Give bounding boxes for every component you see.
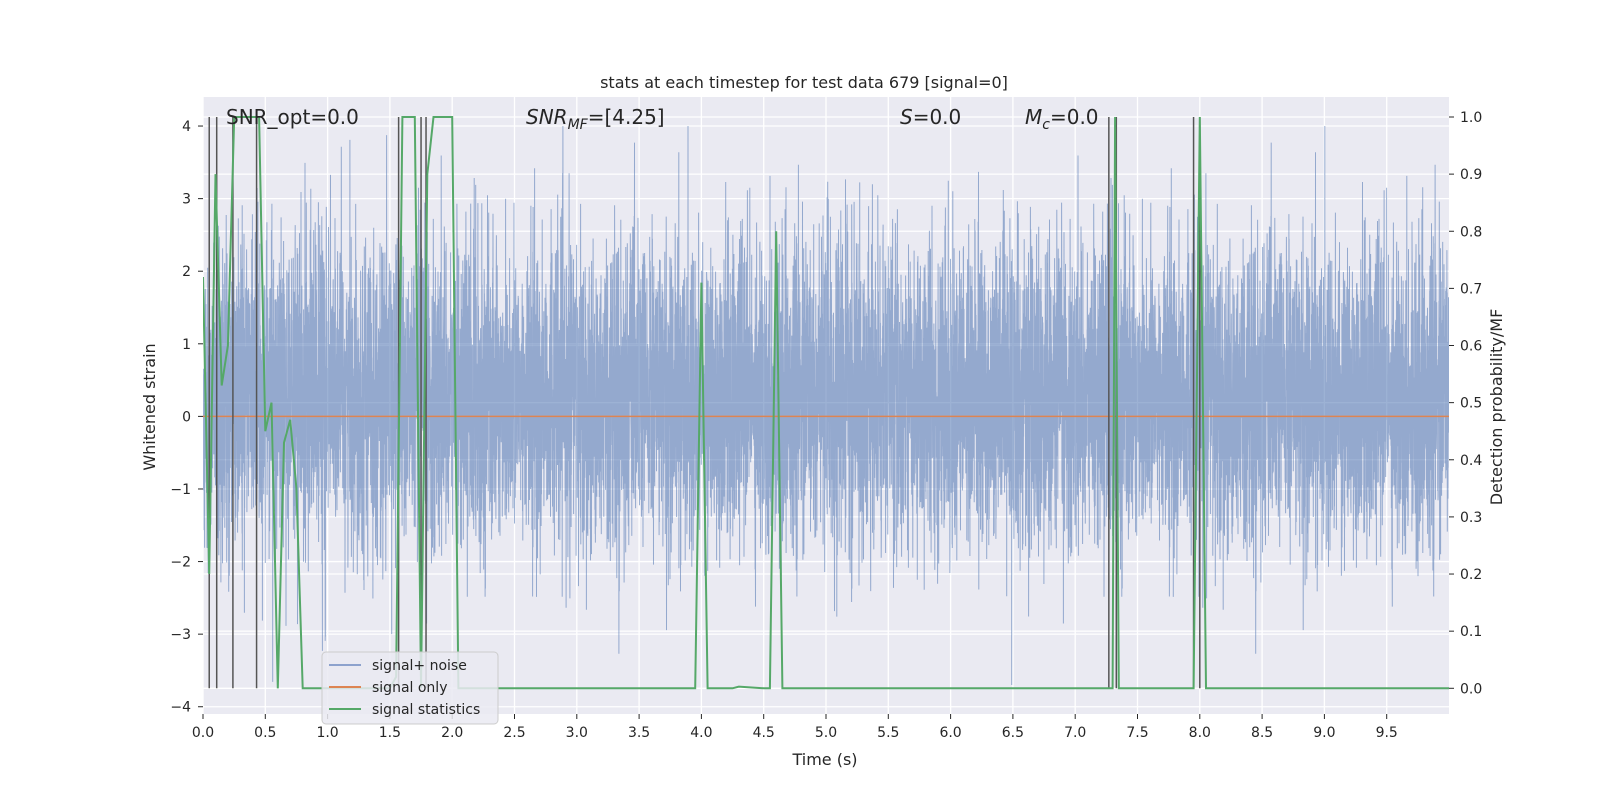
annotation-snr-mf-sub: MF <box>568 117 589 133</box>
x-tick-label: 1.5 <box>379 725 401 741</box>
series-signal-statistics <box>203 116 1449 690</box>
legend-box <box>321 651 499 725</box>
x-tick-label: 9.5 <box>1376 725 1398 741</box>
legend-label-signal-statistics: signal statistics <box>372 702 480 718</box>
y2-axis-ticks: 1.0 0.9 0.8 0.7 0.6 0.5 0.4 0.3 0.2 0.1 0.0 <box>1449 110 1482 697</box>
y2-tick-label: 0.5 <box>1460 396 1482 412</box>
annotation-mc-value: =0.0 <box>1050 105 1099 129</box>
series-signal-statistics-line <box>203 116 1449 690</box>
x-tick-label: 6.5 <box>1002 725 1024 741</box>
x-tick-label: 6.0 <box>939 725 961 741</box>
series-signal-noise <box>203 125 1449 686</box>
y2-tick-label: 0.7 <box>1460 281 1482 297</box>
x-tick-label: 3.5 <box>628 725 650 741</box>
legend-label-signal-only: signal only <box>372 680 447 696</box>
y2-tick-label: 0.9 <box>1460 167 1482 183</box>
annotation-mc-base: M <box>1025 105 1042 129</box>
x-tick-label: 8.5 <box>1251 725 1273 741</box>
x-tick-label: 2.0 <box>441 725 463 741</box>
x-tick-label: 1.0 <box>316 725 338 741</box>
y-tick-label: 2 <box>182 264 191 280</box>
y2-tick-label: 0.2 <box>1460 567 1482 583</box>
x-tick-label: 8.0 <box>1189 725 1211 741</box>
y2-tick-label: 0.8 <box>1460 224 1482 240</box>
y2-tick-label: 0.6 <box>1460 339 1482 355</box>
annotation-mc: Mc=0.0 <box>1025 105 1099 133</box>
y-tick-label: −1 <box>170 482 191 498</box>
y2-tick-label: 0.3 <box>1460 510 1482 526</box>
y-tick-label: 3 <box>182 192 191 208</box>
x-tick-label: 9.0 <box>1313 725 1335 741</box>
annotation-snr-mf-value: =[4.25] <box>588 105 665 129</box>
y-tick-label: 0 <box>182 409 191 425</box>
x-axis-label: Time (s) <box>791 750 857 769</box>
legend-label-signal-noise: signal+ noise <box>372 658 467 674</box>
annotation-mc-sub: c <box>1042 117 1050 133</box>
x-tick-label: 7.0 <box>1064 725 1086 741</box>
x-tick-label: 4.0 <box>690 725 712 741</box>
y2-tick-label: 1.0 <box>1460 110 1482 126</box>
y-tick-label: 1 <box>182 337 191 353</box>
y2-tick-label: 0.1 <box>1460 624 1482 640</box>
annotation-s: S=0.0 <box>900 105 961 129</box>
annotation-s-value: =0.0 <box>913 105 962 129</box>
x-tick-label: 5.0 <box>815 725 837 741</box>
annotation-s-symbol: S <box>900 105 913 129</box>
y2-tick-label: 0.0 <box>1460 681 1482 697</box>
annotation-snr-mf: SNRMF=[4.25] <box>526 105 665 133</box>
annotation-snr-mf-base: SNR <box>526 105 568 129</box>
y-tick-label: −3 <box>170 627 191 643</box>
x-tick-label: 4.5 <box>753 725 775 741</box>
y-tick-label: 4 <box>182 119 191 135</box>
x-tick-label: 2.5 <box>503 725 525 741</box>
x-tick-label: 3.0 <box>566 725 588 741</box>
annotation-snr-opt: SNR_opt=0.0 <box>226 105 359 129</box>
y-tick-label: −4 <box>170 700 191 716</box>
x-axis-ticks: 0.0 0.5 1.0 1.5 2.0 2.5 3.0 3.5 4.0 4.5 5.0 5.5 6.0 6… <box>192 714 1398 741</box>
x-tick-label: 7.5 <box>1126 725 1148 741</box>
series-signal-noise-line <box>203 125 1449 686</box>
x-tick-label: 0.0 <box>192 725 214 741</box>
legend: signal+ noise signal only signal statist… <box>321 651 499 725</box>
x-tick-label: 0.5 <box>254 725 276 741</box>
y-tick-label: −2 <box>170 555 191 571</box>
y2-tick-label: 0.4 <box>1460 453 1482 469</box>
chart-title: stats at each timestep for test data 679… <box>600 73 1008 92</box>
x-tick-label: 5.5 <box>877 725 899 741</box>
y-axis-label: Whitened strain <box>140 343 159 470</box>
y2-axis-label: Detection probability/MF <box>1487 309 1506 506</box>
y-axis-ticks: 4 3 2 1 0 −1 −2 −3 −4 <box>170 119 203 716</box>
